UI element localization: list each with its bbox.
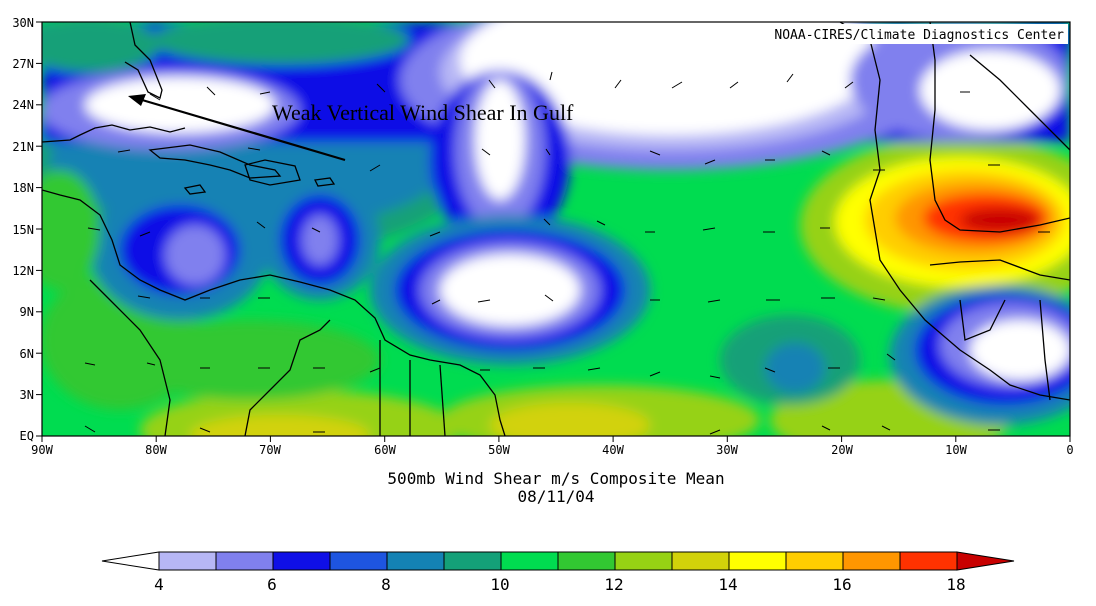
lat-label: 18N <box>12 181 34 195</box>
colorbar-swatch <box>329 551 388 571</box>
coastlines <box>42 22 1070 436</box>
colorbar-swatch <box>386 551 445 571</box>
colorbar-labels: 4 6 8 10 12 14 16 18 <box>154 575 965 594</box>
colorbar-swatch <box>671 551 730 571</box>
lat-label: 30N <box>12 16 34 30</box>
colorbar-swatch <box>728 551 787 571</box>
lon-label: 40W <box>602 443 624 457</box>
lat-labels: 30N 27N 24N 21N 18N 15N 12N 9N 6N 3N EQ <box>12 16 34 443</box>
colorbar-label: 14 <box>718 575 737 594</box>
colorbar-label: 8 <box>381 575 391 594</box>
colorbar-label: 12 <box>604 575 623 594</box>
arrow-head <box>128 94 146 106</box>
colorbar <box>101 551 1015 571</box>
lat-tick-marks <box>36 21 42 437</box>
lat-label: 12N <box>12 264 34 278</box>
lon-tick-marks <box>41 436 1071 442</box>
chart-date: 08/11/04 <box>517 487 594 506</box>
lon-label: 60W <box>374 443 396 457</box>
lat-label: 15N <box>12 223 34 237</box>
lon-label: 80W <box>145 443 167 457</box>
credit-box <box>728 24 1068 44</box>
colorbar-swatch <box>272 551 331 571</box>
shear-field <box>42 22 1070 436</box>
annotation-arrow <box>131 95 346 162</box>
colorbar-label: 10 <box>490 575 509 594</box>
lon-label: 0 <box>1066 443 1073 457</box>
lat-label: EQ <box>20 429 34 443</box>
credit-text: NOAA-CIRES/Climate Diagnostics Center <box>774 28 1064 43</box>
chart-title: 500mb Wind Shear m/s Composite Mean <box>387 469 724 488</box>
colorbar-swatch <box>614 551 673 571</box>
annotation-text: Weak Vertical Wind Shear In Gulf <box>272 100 574 125</box>
lat-label: 3N <box>20 388 34 402</box>
colorbar-swatch <box>215 551 274 571</box>
colorbar-swatch <box>557 551 616 571</box>
lon-label: 50W <box>488 443 510 457</box>
lon-label: 90W <box>31 443 53 457</box>
lon-labels: 90W 80W 70W 60W 50W 40W 30W 20W 10W 0 <box>31 443 1073 457</box>
colorbar-swatch <box>443 551 502 571</box>
colorbar-swatch <box>158 551 217 571</box>
colorbar-swatch <box>500 551 559 571</box>
lon-label: 30W <box>716 443 738 457</box>
colorbar-label: 16 <box>832 575 851 594</box>
lon-label: 70W <box>259 443 281 457</box>
lat-label: 9N <box>20 305 34 319</box>
colorbar-low-arrow <box>101 551 160 571</box>
colorbar-label: 18 <box>946 575 965 594</box>
lat-label: 6N <box>20 347 34 361</box>
lat-label: 21N <box>12 140 34 154</box>
lat-label: 27N <box>12 57 34 71</box>
colorbar-swatch <box>899 551 958 571</box>
lon-label: 20W <box>831 443 853 457</box>
lat-label: 24N <box>12 98 34 112</box>
colorbar-swatch <box>785 551 844 571</box>
wind-vectors <box>84 71 1050 435</box>
colorbar-label: 6 <box>267 575 277 594</box>
lon-label: 10W <box>945 443 967 457</box>
colorbar-high-arrow <box>956 551 1015 571</box>
colorbar-swatch <box>842 551 901 571</box>
colorbar-label: 4 <box>154 575 164 594</box>
